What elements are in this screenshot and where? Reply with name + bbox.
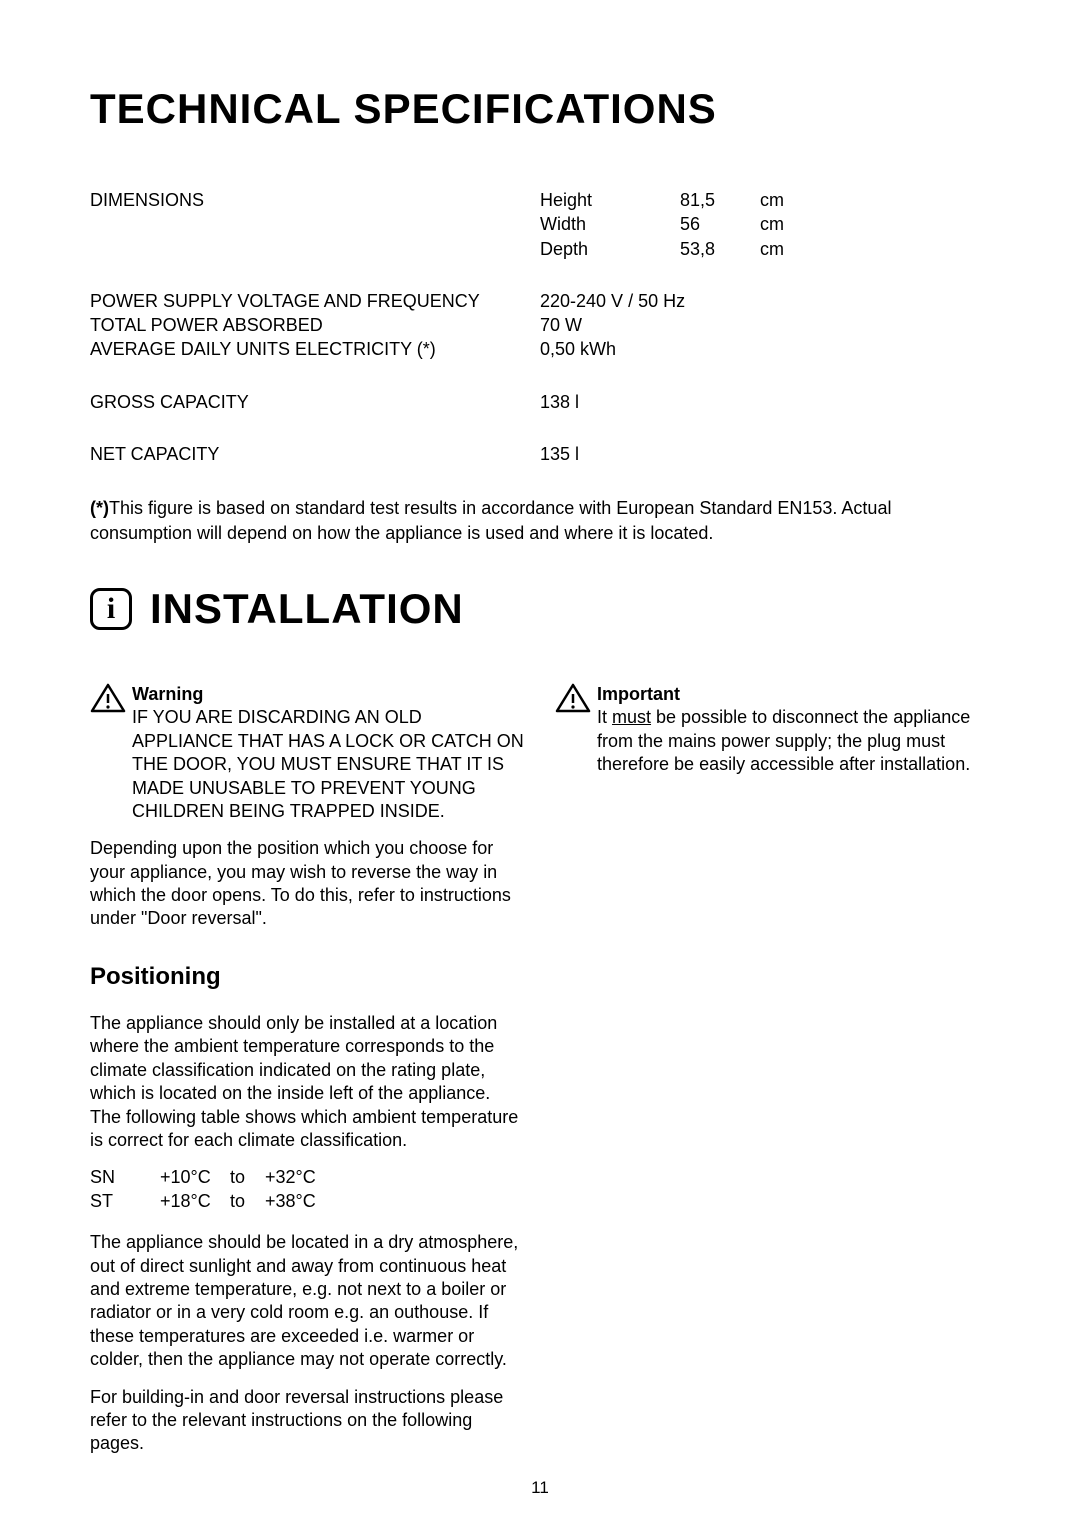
climate-hi: +38°C (265, 1190, 335, 1213)
specs-depth-label: Depth (540, 237, 680, 261)
door-reversal-paragraph: Depending upon the position which you ch… (90, 837, 525, 931)
warning-title: Warning (132, 684, 203, 704)
specs-width-unit: cm (760, 212, 810, 236)
two-column-layout: Warning IF YOU ARE DISCARDING AN OLD APP… (90, 683, 990, 1470)
installation-header: i INSTALLATION (90, 585, 990, 633)
table-row: ST +18°C to +38°C (90, 1190, 525, 1213)
right-column: Important It must be possible to disconn… (555, 683, 990, 1470)
climate-class: SN (90, 1166, 160, 1189)
specs-absorbed-val: 70 W (540, 313, 582, 337)
specs-absorbed-label: TOTAL POWER ABSORBED (90, 313, 540, 337)
page-number: 11 (0, 1478, 1080, 1498)
table-row: SN +10°C to +32°C (90, 1166, 525, 1189)
climate-class: ST (90, 1190, 160, 1213)
specs-table: DIMENSIONS Height 81,5 cm Width 56 cm De… (90, 188, 990, 466)
left-column: Warning IF YOU ARE DISCARDING AN OLD APP… (90, 683, 525, 1470)
climate-to: to (230, 1190, 265, 1213)
climate-table: SN +10°C to +32°C ST +18°C to +38°C (90, 1166, 525, 1213)
climate-lo: +18°C (160, 1190, 230, 1213)
page-title-tech-specs: TECHNICAL SPECIFICATIONS (90, 85, 990, 133)
footnote-text: This figure is based on standard test re… (90, 498, 891, 542)
positioning-p3: For building-in and door reversal instru… (90, 1386, 525, 1456)
positioning-heading: Positioning (90, 961, 525, 992)
important-post: be possible to disconnect the appliance … (597, 707, 970, 774)
important-underlined: must (612, 707, 651, 727)
specs-daily-val: 0,50 kWh (540, 337, 616, 361)
specs-gross-val: 138 l (540, 390, 579, 414)
warning-icon (555, 683, 591, 713)
specs-power-label: POWER SUPPLY VOLTAGE AND FREQUENCY (90, 289, 540, 313)
specs-daily-label: AVERAGE DAILY UNITS ELECTRICITY (*) (90, 337, 540, 361)
footnote: (*)This figure is based on standard test… (90, 496, 990, 545)
specs-dim-label: DIMENSIONS (90, 188, 540, 212)
info-icon: i (90, 588, 132, 630)
important-title: Important (597, 684, 680, 704)
specs-depth-unit: cm (760, 237, 810, 261)
specs-height-label: Height (540, 188, 680, 212)
warning-block: Warning IF YOU ARE DISCARDING AN OLD APP… (90, 683, 525, 823)
specs-net-label: NET CAPACITY (90, 442, 540, 466)
footnote-marker: (*) (90, 498, 109, 518)
positioning-p2: The appliance should be located in a dry… (90, 1231, 525, 1371)
important-block: Important It must be possible to disconn… (555, 683, 990, 777)
specs-power-val: 220-240 V / 50 Hz (540, 289, 685, 313)
positioning-p1: The appliance should only be installed a… (90, 1012, 525, 1152)
specs-height-val: 81,5 (680, 188, 760, 212)
specs-width-label: Width (540, 212, 680, 236)
climate-hi: +32°C (265, 1166, 335, 1189)
climate-to: to (230, 1166, 265, 1189)
warning-body: IF YOU ARE DISCARDING AN OLD APPLIANCE T… (132, 707, 524, 821)
specs-net-val: 135 l (540, 442, 579, 466)
page-title-installation: INSTALLATION (150, 585, 464, 633)
specs-depth-val: 53,8 (680, 237, 760, 261)
specs-width-val: 56 (680, 212, 760, 236)
important-pre: It (597, 707, 612, 727)
climate-lo: +10°C (160, 1166, 230, 1189)
warning-icon (90, 683, 126, 713)
specs-height-unit: cm (760, 188, 810, 212)
specs-gross-label: GROSS CAPACITY (90, 390, 540, 414)
